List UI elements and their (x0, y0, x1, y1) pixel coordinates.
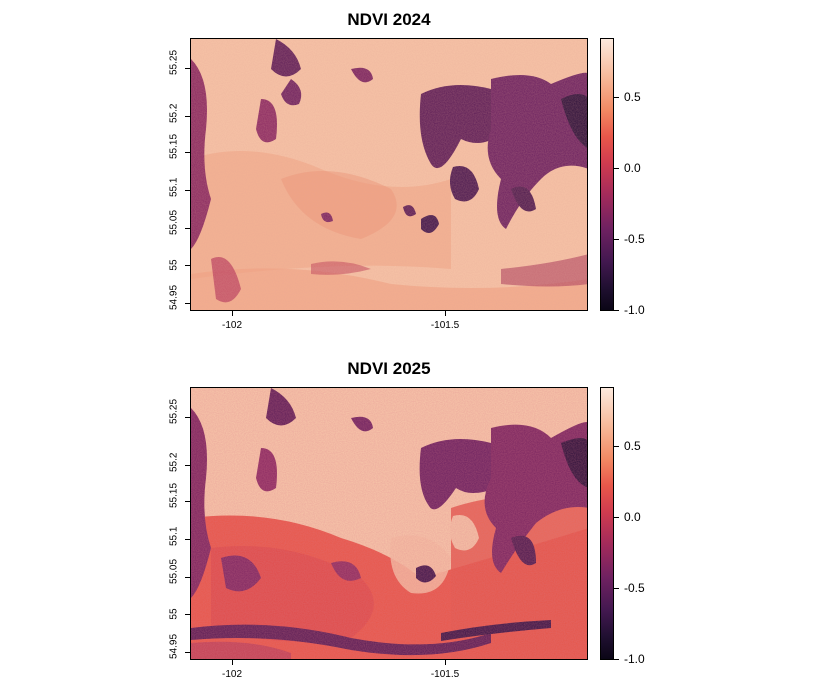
y-tick-label: 55.2 (168, 103, 180, 123)
legend-label: -0.5 (624, 581, 645, 595)
y-tick-label: 55.1 (168, 526, 180, 546)
y-tick-label: 55.15 (168, 133, 180, 159)
legend-label: 0.0 (624, 161, 641, 175)
y-tick (185, 417, 190, 418)
legend-ticks: 0.5 0.0 -0.5 -1.0 (614, 38, 664, 317)
legend-tick (614, 446, 619, 447)
y-tick-label: 55 (168, 259, 180, 271)
legend-tick (614, 517, 619, 518)
y-tick (185, 68, 190, 69)
x-tick-label: -101.5 (430, 669, 460, 680)
ndvi-2025-panel: NDVI 2025 (0, 349, 819, 698)
legend-tick (614, 97, 619, 98)
ndvi-2025-raster (190, 387, 588, 660)
y-tick-label: 55.25 (168, 398, 180, 424)
legend-tick (614, 588, 619, 589)
y-tick-label: 54.95 (168, 633, 180, 659)
x-tick (232, 660, 233, 665)
color-legend (600, 38, 614, 311)
y-tick-label: 55.2 (168, 452, 180, 472)
y-tick (185, 652, 190, 653)
x-tick-label: -101.5 (430, 320, 460, 331)
y-tick (185, 614, 190, 615)
legend-label: 0.5 (624, 90, 641, 104)
ndvi-2024-panel: NDVI 2024 (160, 10, 664, 341)
legend-label: -1.0 (624, 303, 645, 317)
y-tick-label: 55.1 (168, 177, 180, 197)
x-tick (445, 311, 446, 316)
y-tick-label: 55.05 (168, 558, 180, 584)
legend-tick (614, 168, 619, 169)
legend-tick (614, 310, 619, 311)
x-tick-label: -102 (221, 669, 243, 680)
y-tick (185, 539, 190, 540)
color-legend (600, 387, 614, 660)
ndvi-2024-raster (190, 38, 588, 311)
legend-tick (614, 659, 619, 660)
y-tick (185, 190, 190, 191)
map-title: NDVI 2024 (347, 10, 431, 29)
y-tick-label: 55.15 (168, 482, 180, 508)
y-axis: 54.95 55 55.05 55.1 55.15 55.2 55.25 (160, 38, 190, 311)
y-tick-label: 55.05 (168, 209, 180, 235)
y-tick-label: 55 (168, 608, 180, 620)
y-tick (185, 465, 190, 466)
y-tick (185, 116, 190, 117)
x-tick (445, 660, 446, 665)
y-tick (185, 577, 190, 578)
legend-label: -1.0 (624, 652, 645, 666)
raster-image (191, 39, 587, 310)
y-tick (185, 152, 190, 153)
legend-label: 0.0 (624, 510, 641, 524)
legend-label: -0.5 (624, 232, 645, 246)
raster-image (191, 388, 587, 659)
y-tick-label: 55.25 (168, 49, 180, 75)
legend-label: 0.5 (624, 439, 641, 453)
x-axis: -102 -101.5 (190, 660, 588, 690)
y-tick-label: 54.95 (168, 284, 180, 310)
legend-tick (614, 239, 619, 240)
y-tick (185, 265, 190, 266)
x-tick (232, 311, 233, 316)
y-tick (185, 228, 190, 229)
x-axis: -102 -101.5 (190, 311, 588, 341)
x-tick-label: -102 (221, 320, 243, 331)
y-tick (185, 501, 190, 502)
legend-ticks: 0.5 0.0 -0.5 -1.0 (614, 387, 664, 666)
y-axis: 54.95 55 55.05 55.1 55.15 55.2 55.25 (160, 387, 190, 660)
y-tick (185, 303, 190, 304)
map-title: NDVI 2025 (347, 359, 431, 378)
